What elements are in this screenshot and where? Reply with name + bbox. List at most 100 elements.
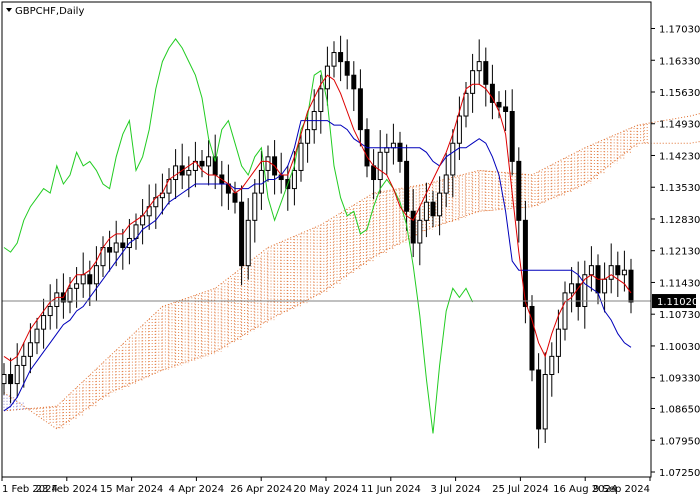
candle-body xyxy=(357,88,363,131)
y-axis: 1.17030 1.16330 1.15630 1.14930 1.14230 1.135… xyxy=(651,25,700,479)
candle-body xyxy=(47,305,53,317)
y-tick-label: 1.14230 xyxy=(659,151,700,162)
candle-body xyxy=(384,147,390,153)
candle-body xyxy=(331,52,337,67)
dropdown-triangle-icon[interactable] xyxy=(6,8,12,12)
candle-body xyxy=(588,265,594,276)
symbol-header: GBPCHF,Daily xyxy=(6,6,84,17)
candle-body xyxy=(489,83,495,103)
y-tick-label: 1.12130 xyxy=(659,247,700,258)
candle-body xyxy=(41,315,47,330)
candle-body xyxy=(34,328,40,344)
y-tick-label: 1.17030 xyxy=(659,25,700,36)
candle-body xyxy=(298,142,304,171)
current-price-badge: 1.11020 xyxy=(652,294,698,309)
tenkan-sen-line xyxy=(3,74,632,362)
candle-body xyxy=(338,52,344,63)
candle-body xyxy=(430,201,436,217)
symbol-label: GBPCHF,Daily xyxy=(15,6,84,17)
candle-body xyxy=(470,70,476,94)
candle-body xyxy=(569,283,575,294)
x-tick-label: 20 May 2024 xyxy=(293,484,358,495)
candle-body xyxy=(113,242,119,253)
x-tick-label: 3 Jul 2024 xyxy=(430,484,480,495)
candle-body xyxy=(239,201,245,267)
candle-body xyxy=(245,219,251,267)
x-tick-label: 1 Feb 2024 xyxy=(2,484,58,495)
ichimoku-cloud-layer xyxy=(3,113,700,430)
candle-body xyxy=(542,374,548,430)
y-tick-label: 1.10730 xyxy=(659,310,700,321)
candle-body xyxy=(496,101,502,108)
candle-body xyxy=(344,61,350,76)
x-tick-label: 23 Feb 2024 xyxy=(36,484,98,495)
x-tick-label: 26 Apr 2024 xyxy=(230,484,292,495)
candle-body xyxy=(232,192,238,203)
candle-body xyxy=(483,61,489,85)
candle-body xyxy=(252,192,258,221)
candle-body xyxy=(173,165,179,181)
x-tick-label: 4 Apr 2024 xyxy=(169,484,224,495)
candle-body xyxy=(371,165,377,181)
candle-body xyxy=(555,328,561,357)
candle-body xyxy=(608,265,614,280)
senkou-span-a-line xyxy=(3,113,700,412)
y-tick-label: 1.11430 xyxy=(659,278,700,289)
candle-body xyxy=(291,169,297,190)
candle-body xyxy=(390,142,396,149)
candle-body xyxy=(206,156,212,167)
x-tick-label: 15 Mar 2024 xyxy=(100,484,163,495)
y-tick-label: 1.16330 xyxy=(659,56,700,67)
candle-body xyxy=(417,219,423,244)
candle-body xyxy=(27,342,33,357)
candle-body xyxy=(529,305,535,371)
candle-body xyxy=(305,129,311,144)
candle-body xyxy=(456,115,462,144)
candle-body xyxy=(318,88,324,112)
candle-body xyxy=(67,287,73,303)
candle-body xyxy=(8,374,14,385)
y-tick-label: 1.07950 xyxy=(659,436,700,447)
kijun-sen-line xyxy=(3,120,632,412)
candle-body xyxy=(516,160,522,221)
candle-body xyxy=(621,269,627,276)
candle-body xyxy=(377,151,383,181)
candle-body xyxy=(1,374,7,385)
candle-body xyxy=(628,269,634,303)
y-tick-label: 1.07250 xyxy=(659,468,700,479)
y-tick-label: 1.08650 xyxy=(659,405,700,416)
candle-body xyxy=(265,156,271,171)
candle-body xyxy=(74,283,80,289)
candle-body xyxy=(602,278,608,294)
candle-body xyxy=(522,219,528,307)
candle-body xyxy=(503,106,509,112)
candle-body xyxy=(549,355,555,376)
y-tick-label: 1.15630 xyxy=(659,88,700,99)
candle-body xyxy=(54,292,60,307)
candle-body xyxy=(509,110,515,162)
candle-body xyxy=(351,74,357,90)
x-tick-label: 11 Jun 2024 xyxy=(361,484,421,495)
candle-body xyxy=(476,61,482,72)
candles-layer xyxy=(1,35,634,449)
candle-body xyxy=(199,160,205,167)
candle-body xyxy=(575,283,581,307)
x-tick-label: 16 Aug 2024 xyxy=(553,484,617,495)
x-tick-label: 25 Jul 2024 xyxy=(492,484,549,495)
y-tick-label: 1.12830 xyxy=(659,215,700,226)
candle-body xyxy=(397,142,403,162)
candle-body xyxy=(80,274,86,285)
indicator-lines-layer xyxy=(3,38,632,434)
candle-body xyxy=(463,92,469,117)
candle-body xyxy=(450,142,456,176)
y-tick-label: 1.14930 xyxy=(659,120,700,131)
y-tick-label: 1.10030 xyxy=(659,342,700,353)
candle-body xyxy=(404,160,410,212)
candle-body xyxy=(120,242,126,249)
candle-body xyxy=(615,265,621,276)
candle-body xyxy=(107,247,113,253)
current-price-label: 1.11020 xyxy=(657,297,698,308)
